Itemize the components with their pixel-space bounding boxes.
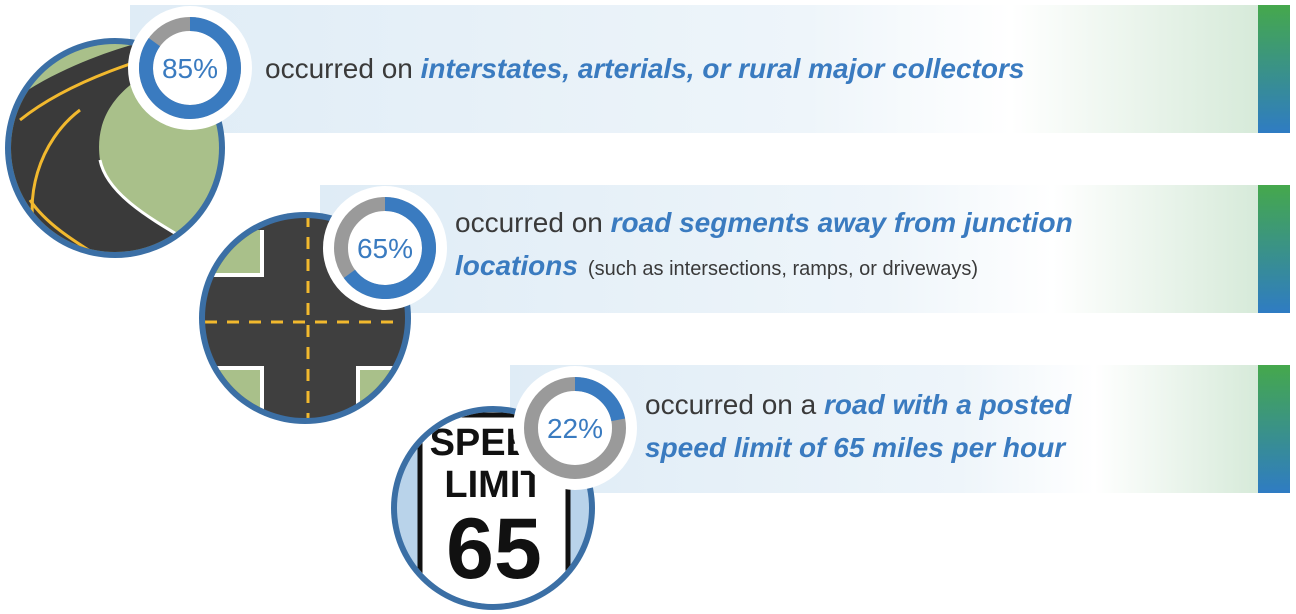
- statement-line: occurred on interstates, arterials, or r…: [265, 53, 1024, 84]
- infographic: SPEED LIMIT 65 85%occurred on interstate…: [0, 0, 1296, 614]
- sign-number: 65: [446, 501, 542, 597]
- percent-label: 65%: [357, 233, 413, 264]
- statement-line: speed limit of 65 miles per hour: [645, 432, 1067, 463]
- statement-emph: interstates, arterials, or rural major c…: [421, 53, 1025, 84]
- statement-emph: speed limit of 65 miles per hour: [645, 432, 1067, 463]
- statement-emph: road segments away from junction: [611, 207, 1073, 238]
- statement-line: occurred on road segments away from junc…: [455, 207, 1073, 238]
- statement-plain: occurred on: [455, 207, 611, 238]
- percent-label: 22%: [547, 413, 603, 444]
- statement-plain: occurred on: [265, 53, 421, 84]
- statement-emph: road with a posted: [824, 389, 1072, 420]
- statement-plain: occurred on a: [645, 389, 824, 420]
- sign-line2: LIMIT: [444, 464, 543, 506]
- statement-note: (such as intersections, ramps, or drivew…: [588, 258, 978, 280]
- statement-line: occurred on a road with a posted: [645, 389, 1072, 420]
- statement-emph: locations: [455, 250, 578, 281]
- percent-label: 85%: [162, 53, 218, 84]
